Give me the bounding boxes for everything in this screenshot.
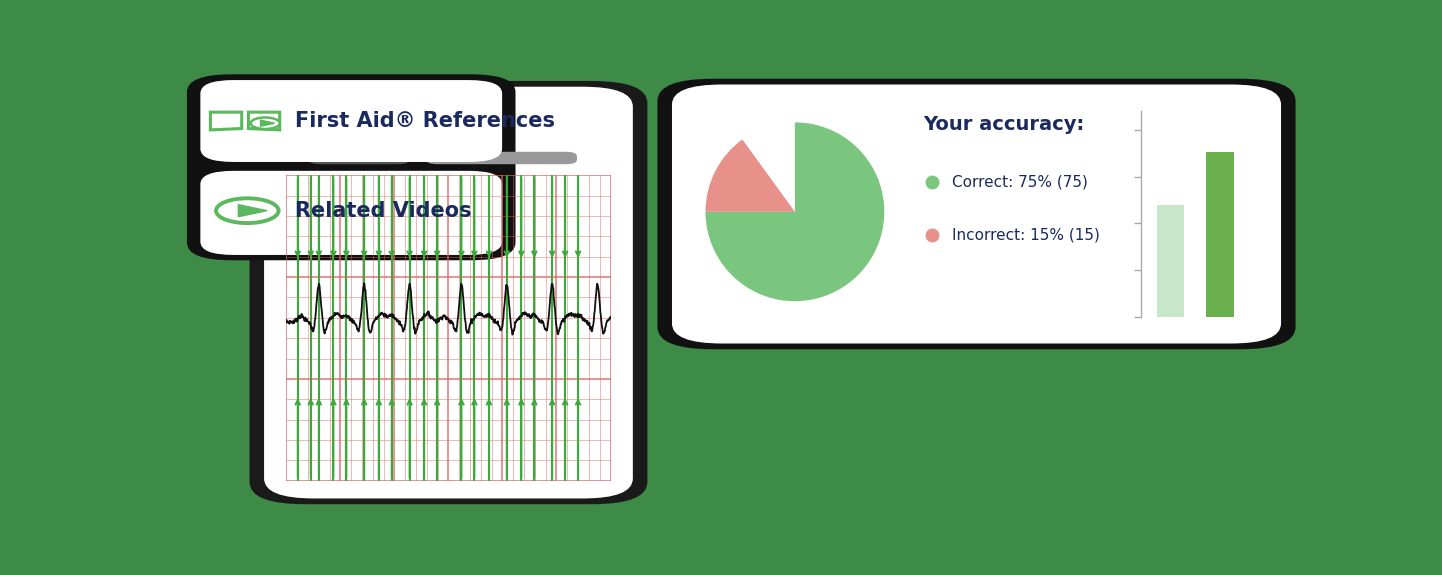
Text: Incorrect: 15% (15): Incorrect: 15% (15) xyxy=(953,228,1100,243)
Text: First Aid® References: First Aid® References xyxy=(296,111,555,131)
Text: Correct: 75% (75): Correct: 75% (75) xyxy=(953,174,1089,189)
FancyBboxPatch shape xyxy=(427,152,577,164)
FancyBboxPatch shape xyxy=(200,80,502,162)
FancyBboxPatch shape xyxy=(249,81,647,504)
FancyBboxPatch shape xyxy=(200,171,502,255)
FancyBboxPatch shape xyxy=(264,87,633,499)
Polygon shape xyxy=(238,205,267,217)
Circle shape xyxy=(251,117,280,129)
Text: Your accuracy:: Your accuracy: xyxy=(923,116,1084,135)
Polygon shape xyxy=(261,120,274,126)
Text: Related Videos: Related Videos xyxy=(296,201,472,221)
FancyBboxPatch shape xyxy=(187,74,516,260)
FancyBboxPatch shape xyxy=(658,79,1295,349)
FancyBboxPatch shape xyxy=(309,152,410,164)
FancyBboxPatch shape xyxy=(672,85,1280,343)
Text: Explanation: Explanation xyxy=(309,111,448,135)
